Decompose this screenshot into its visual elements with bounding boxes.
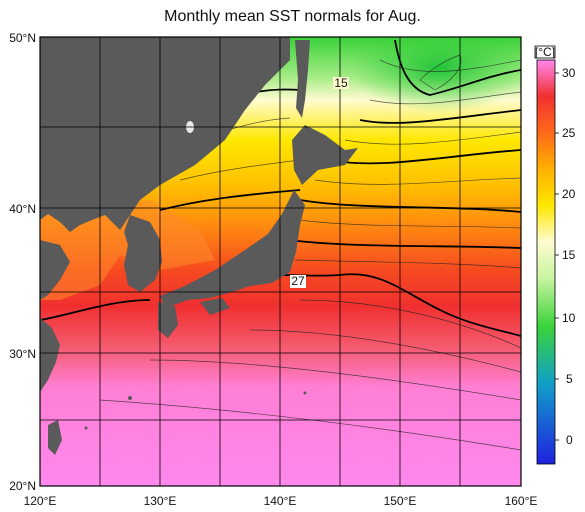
contour-label-15: 15 (334, 76, 348, 90)
land (40, 37, 358, 455)
lon-label-120e: 120°E (24, 494, 57, 508)
colorbar-tick-25: 25 (562, 126, 576, 140)
sakhalin (295, 40, 310, 118)
latitude-labels: 50°N 40°N 30°N 20°N (9, 31, 36, 493)
colorbar-scale (536, 59, 556, 465)
korean-peninsula (124, 215, 162, 292)
shandong-coast (40, 240, 70, 300)
longitude-labels: 120°E 130°E 140°E 150°E 160°E (24, 494, 538, 508)
colorbar-tick-20: 20 (562, 187, 576, 201)
lon-label-130e: 130°E (144, 494, 177, 508)
hokkaido (292, 125, 358, 185)
lat-label-50n: 50°N (9, 31, 36, 45)
colorbar-unit: [°C] (535, 45, 555, 59)
isotherms-minor (99, 54, 521, 451)
colorbar: [°C] 30 25 20 15 10 5 0 (534, 45, 576, 465)
colorbar-tick-30: 30 (562, 66, 576, 80)
lon-label-150e: 150°E (384, 494, 417, 508)
lat-label-40n: 40°N (9, 202, 36, 216)
shikoku (200, 298, 230, 315)
contour-label-27: 27 (291, 274, 305, 288)
colorbar-tick-10: 10 (562, 311, 576, 325)
colorbar-unit-box (534, 45, 556, 59)
colorbar-tick-5: 5 (566, 372, 573, 386)
lat-label-30n: 30°N (9, 347, 36, 361)
colorbar-tick-15: 15 (562, 248, 576, 262)
honshu (160, 190, 305, 308)
asian-continent (40, 37, 290, 232)
lat-label-20n: 20°N (9, 479, 36, 493)
graticule (40, 37, 521, 486)
contour-labels: 15 27 (290, 76, 349, 288)
kyushu (158, 302, 178, 338)
taiwan (48, 420, 62, 455)
colorbar-tick-0: 0 (566, 433, 573, 447)
lon-label-140e: 140°E (264, 494, 297, 508)
map-title: Monthly mean SST normals for Aug. (164, 8, 421, 25)
china-coast (40, 318, 60, 392)
lon-label-160e: 160°E (505, 494, 538, 508)
map-frame (39, 36, 522, 487)
